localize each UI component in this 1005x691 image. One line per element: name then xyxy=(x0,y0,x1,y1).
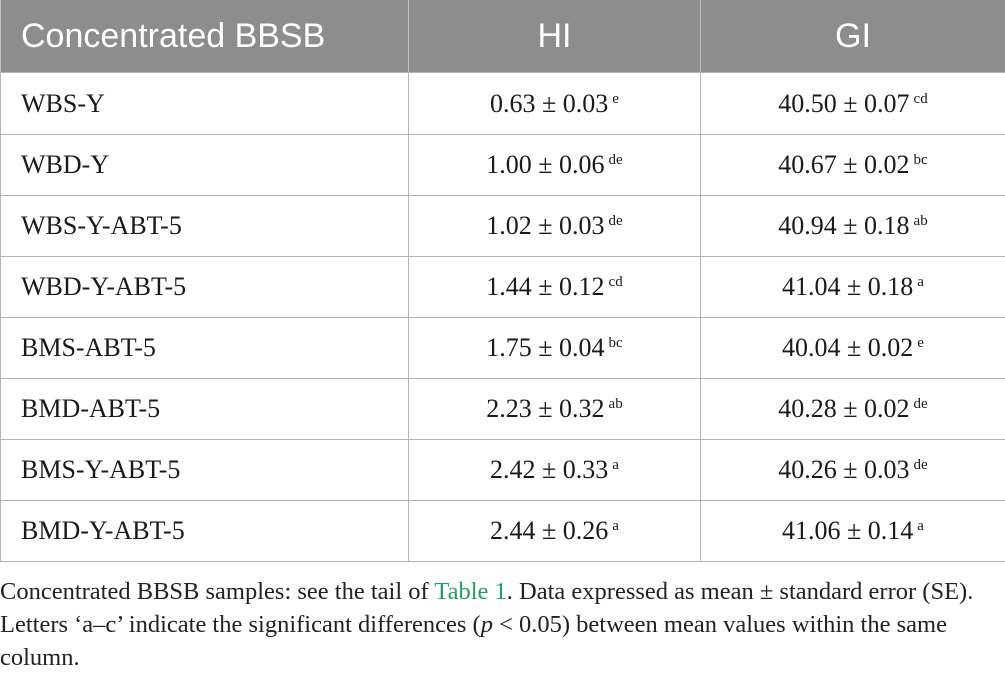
p-symbol: p xyxy=(480,611,493,638)
table-row: BMS-Y-ABT-5 2.42 ± 0.33 a 40.26 ± 0.03 de xyxy=(0,439,1005,501)
gi-cell: 40.50 ± 0.07 cd xyxy=(700,72,1005,135)
gi-value: 40.04 ± 0.02 xyxy=(782,333,914,362)
gi-letter: e xyxy=(917,335,924,351)
gi-cell: 40.26 ± 0.03 de xyxy=(700,439,1005,501)
gi-cell: 40.67 ± 0.02 bc xyxy=(700,134,1005,196)
table-row: BMS-ABT-5 1.75 ± 0.04 bc 40.04 ± 0.02 e xyxy=(0,317,1005,379)
hi-letter: e xyxy=(612,90,619,107)
table-row: BMD-Y-ABT-5 2.44 ± 0.26 a 41.06 ± 0.14 a xyxy=(0,500,1005,562)
gi-letter: cd xyxy=(913,90,928,107)
gi-letter: bc xyxy=(913,152,928,168)
table-row: WBD-Y-ABT-5 1.44 ± 0.12 cd 41.04 ± 0.18 a xyxy=(0,256,1005,318)
hi-cell: 0.63 ± 0.03 e xyxy=(408,72,701,135)
table-row: BMD-ABT-5 2.23 ± 0.32 ab 40.28 ± 0.02 de xyxy=(0,378,1005,440)
hi-value: 2.44 ± 0.26 xyxy=(490,516,609,545)
hi-letter: de xyxy=(608,213,623,229)
sample-cell: WBD-Y-ABT-5 xyxy=(0,256,409,318)
gi-letter: de xyxy=(913,457,928,473)
gi-letter: de xyxy=(913,396,928,412)
sample-cell: WBS-Y xyxy=(0,72,409,135)
footnote-text-1: Concentrated BBSB samples: see the tail … xyxy=(0,578,435,605)
hi-cell: 1.00 ± 0.06 de xyxy=(408,134,701,196)
gi-value: 40.67 ± 0.02 xyxy=(778,150,910,179)
hi-value: 1.75 ± 0.04 xyxy=(486,333,605,362)
hi-letter: a xyxy=(612,457,619,473)
data-table: Concentrated BBSB HI GI WBS-Y 0.63 ± 0.0… xyxy=(0,0,1005,562)
table-body: WBS-Y 0.63 ± 0.03 e 40.50 ± 0.07 cd WBD-Y … xyxy=(0,72,1005,562)
sample-cell: BMD-Y-ABT-5 xyxy=(0,500,409,562)
gi-letter: a xyxy=(917,274,924,290)
table-1-link[interactable]: Table 1 xyxy=(434,578,507,605)
gi-value: 40.94 ± 0.18 xyxy=(778,211,910,240)
gi-cell: 40.28 ± 0.02 de xyxy=(700,378,1005,440)
hi-value: 1.44 ± 0.12 xyxy=(486,272,605,301)
table-row: WBD-Y 1.00 ± 0.06 de 40.67 ± 0.02 bc xyxy=(0,134,1005,196)
sample-cell: BMD-ABT-5 xyxy=(0,378,409,440)
hi-value: 1.02 ± 0.03 xyxy=(486,211,605,240)
hi-letter: bc xyxy=(608,335,623,351)
hi-letter: a xyxy=(612,518,619,534)
footnote-text-2: . Data expressed as mean ± standard erro… xyxy=(0,578,974,638)
hi-letter: ab xyxy=(608,396,623,412)
hi-cell: 2.23 ± 0.32 ab xyxy=(408,378,701,440)
gi-value: 40.50 ± 0.07 xyxy=(778,88,910,118)
header-sample: Concentrated BBSB xyxy=(0,0,409,73)
sample-cell: WBS-Y-ABT-5 xyxy=(0,195,409,257)
hi-letter: cd xyxy=(608,274,623,290)
hi-value: 0.63 ± 0.03 xyxy=(490,88,609,118)
sample-cell: WBD-Y xyxy=(0,134,409,196)
table-row: WBS-Y-ABT-5 1.02 ± 0.03 de 40.94 ± 0.18 ab xyxy=(0,195,1005,257)
header-row: Concentrated BBSB HI GI xyxy=(0,0,1005,73)
gi-value: 41.06 ± 0.14 xyxy=(782,516,914,545)
hi-cell: 1.75 ± 0.04 bc xyxy=(408,317,701,379)
gi-value: 40.28 ± 0.02 xyxy=(778,394,910,423)
gi-cell: 41.04 ± 0.18 a xyxy=(700,256,1005,318)
hi-value: 1.00 ± 0.06 xyxy=(486,150,605,179)
hi-letter: de xyxy=(608,152,623,168)
header-hi: HI xyxy=(408,0,701,73)
hi-value: 2.42 ± 0.33 xyxy=(490,455,609,484)
hi-cell: 2.44 ± 0.26 a xyxy=(408,500,701,562)
gi-letter: a xyxy=(917,518,924,534)
header-gi: GI xyxy=(700,0,1005,73)
table-footnote: Concentrated BBSB samples: see the tail … xyxy=(0,575,1005,674)
table-header: Concentrated BBSB HI GI xyxy=(0,0,1005,73)
table-row: WBS-Y 0.63 ± 0.03 e 40.50 ± 0.07 cd xyxy=(0,72,1005,135)
gi-value: 41.04 ± 0.18 xyxy=(782,272,914,301)
sample-cell: BMS-Y-ABT-5 xyxy=(0,439,409,501)
hi-cell: 1.44 ± 0.12 cd xyxy=(408,256,701,318)
gi-value: 40.26 ± 0.03 xyxy=(778,455,910,484)
gi-cell: 41.06 ± 0.14 a xyxy=(700,500,1005,562)
gi-letter: ab xyxy=(913,213,928,229)
hi-cell: 1.02 ± 0.03 de xyxy=(408,195,701,257)
sample-cell: BMS-ABT-5 xyxy=(0,317,409,379)
hi-cell: 2.42 ± 0.33 a xyxy=(408,439,701,501)
footnote-text-3: < 0.05) between mean values within the s… xyxy=(0,611,947,671)
hi-value: 2.23 ± 0.32 xyxy=(486,394,605,423)
gi-cell: 40.94 ± 0.18 ab xyxy=(700,195,1005,257)
gi-cell: 40.04 ± 0.02 e xyxy=(700,317,1005,379)
